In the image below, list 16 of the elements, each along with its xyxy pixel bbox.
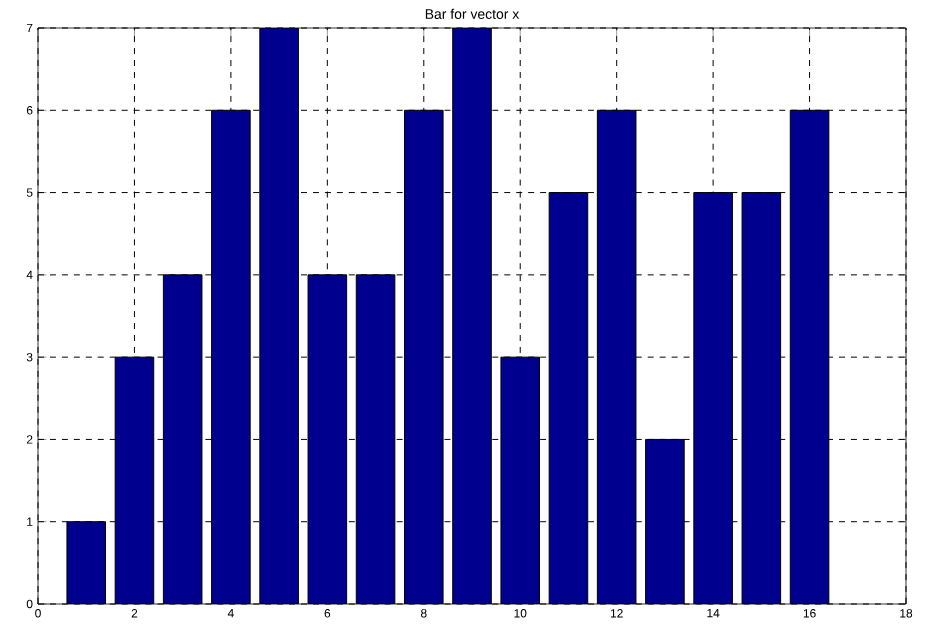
bar (500, 357, 540, 604)
bar (66, 521, 106, 604)
bar (693, 192, 733, 604)
bar (645, 439, 685, 604)
bar (308, 274, 347, 604)
bar (597, 110, 636, 604)
bar (452, 28, 492, 604)
bar (789, 109, 830, 604)
bar (356, 274, 395, 604)
bar (549, 192, 588, 604)
bar (115, 357, 154, 604)
bar (163, 274, 202, 604)
bar (404, 110, 444, 604)
bar (211, 110, 251, 604)
bar (259, 28, 299, 604)
bar (742, 192, 781, 604)
